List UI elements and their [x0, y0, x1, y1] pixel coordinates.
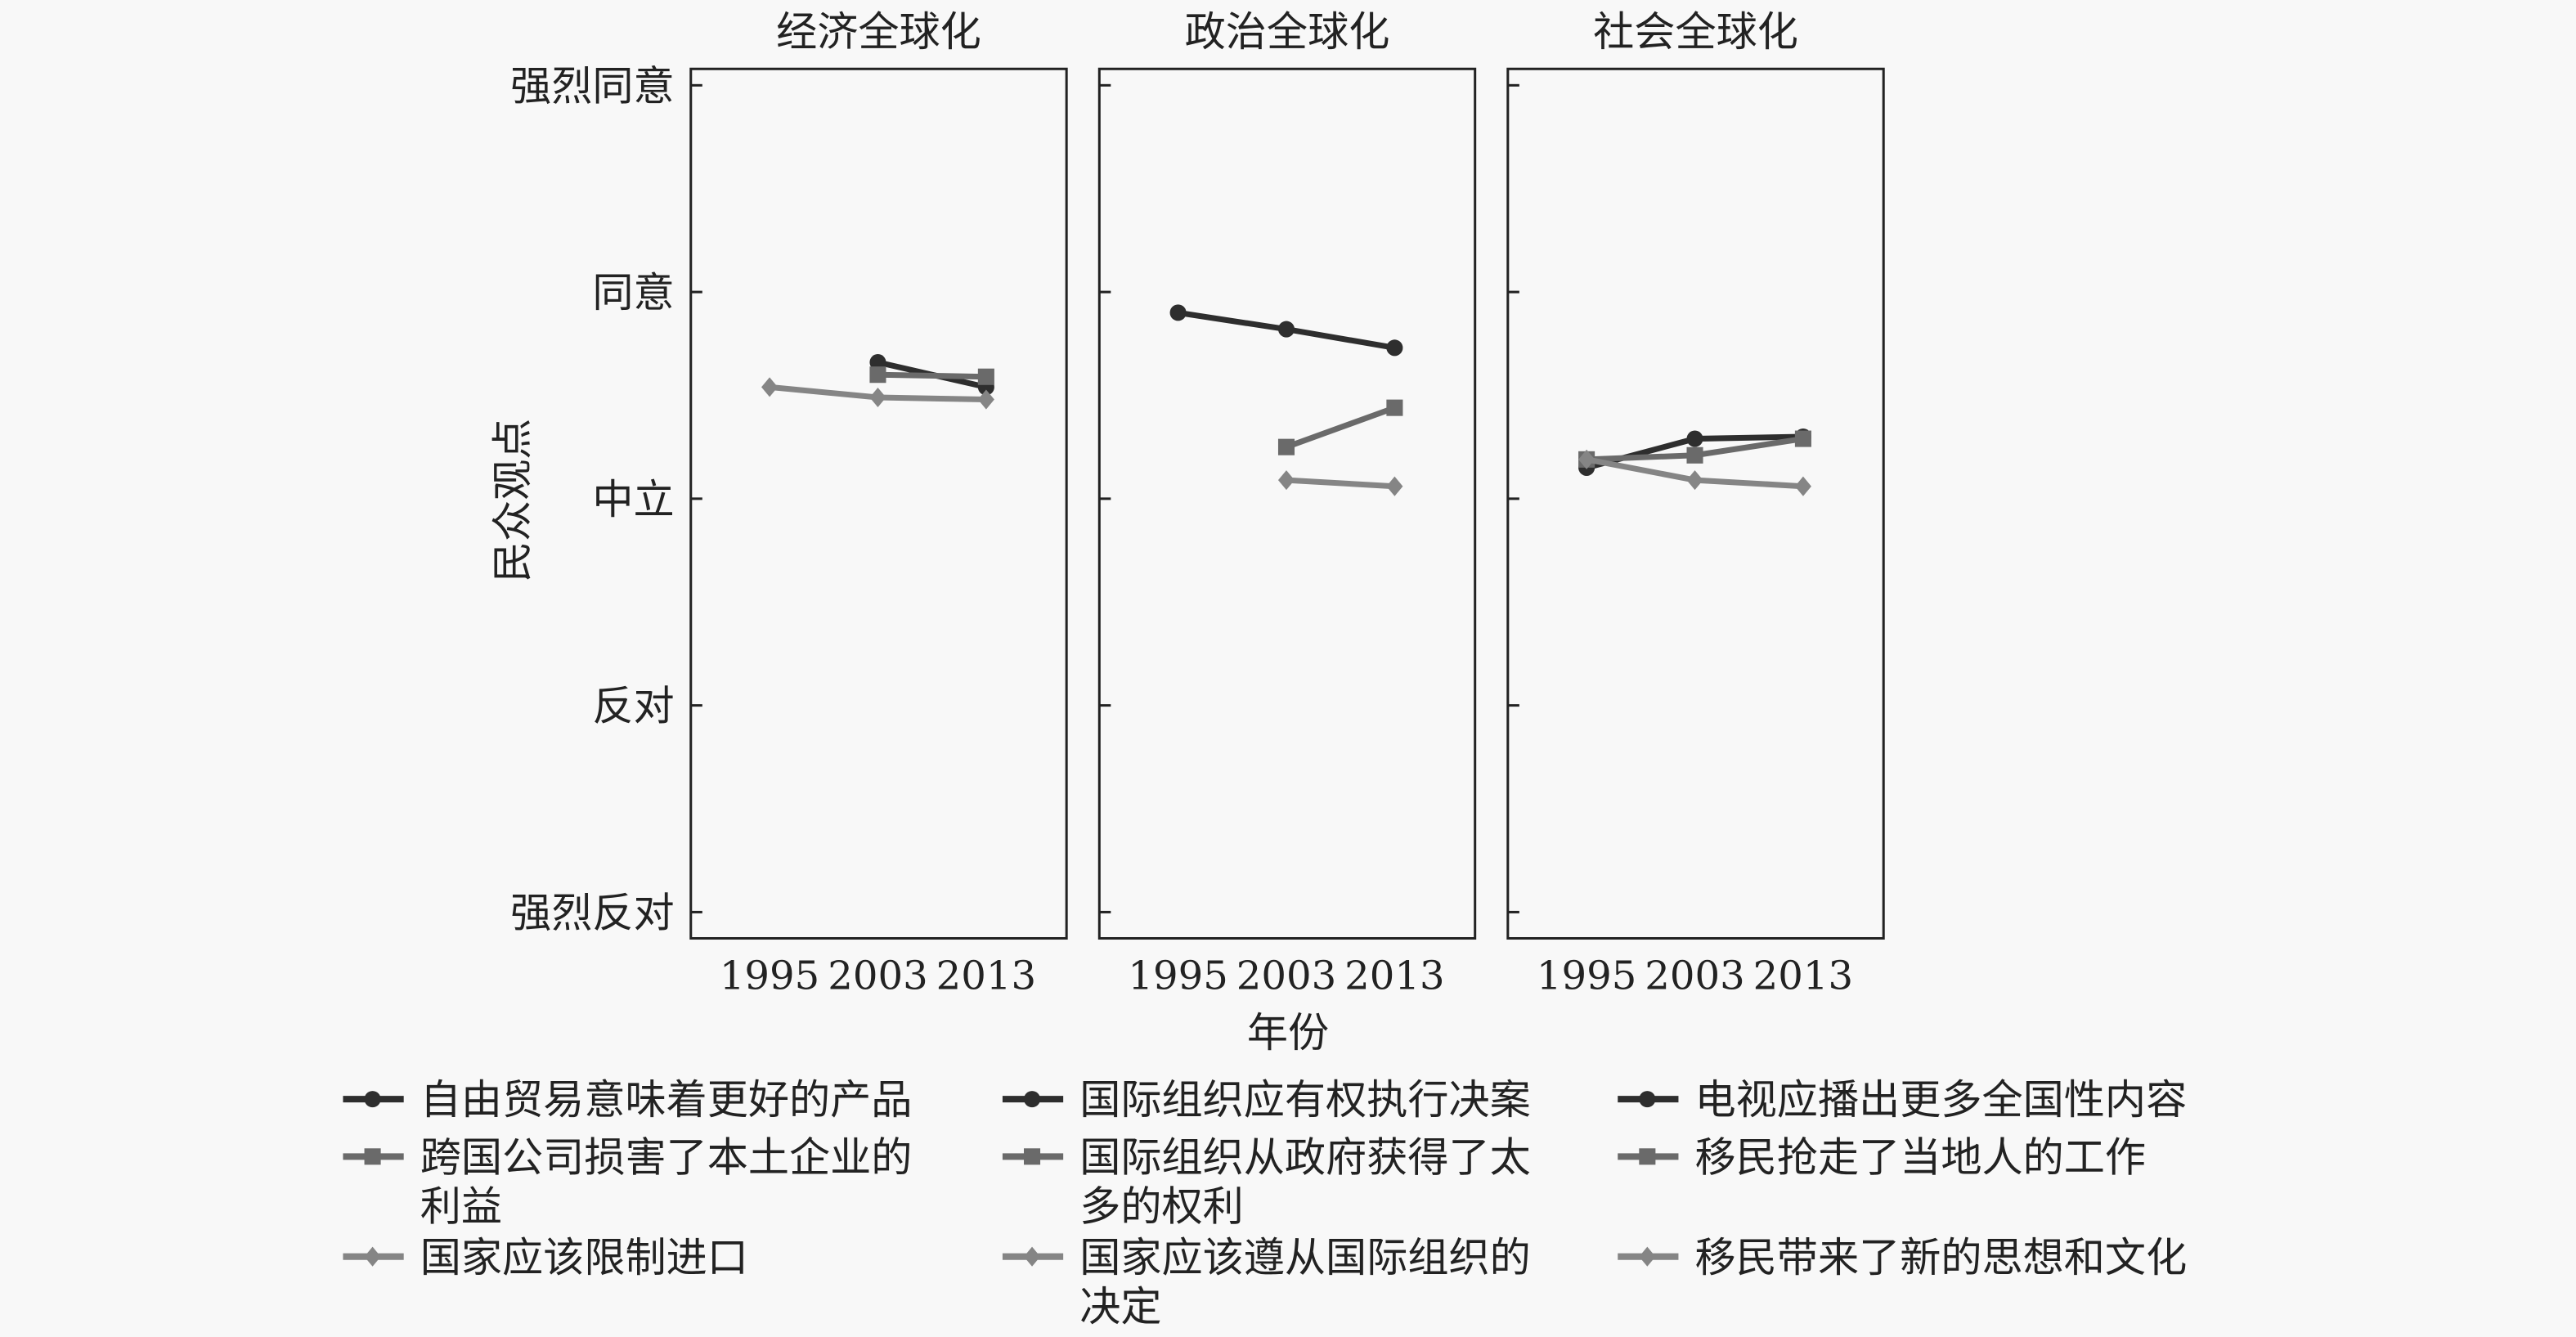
data-point	[1277, 438, 1295, 455]
legend-label: 移民抢走了当地人的工作	[1695, 1133, 2147, 1181]
legend-item: 自由贸易意味着更好的产品	[343, 1075, 912, 1124]
legend-label: 国际组织从政府获得了太	[1079, 1133, 1531, 1181]
x-tick-label: 2013	[936, 953, 1036, 999]
x-tick-label: 2003	[828, 953, 927, 999]
x-tick-label: 1995	[1128, 953, 1227, 999]
series	[869, 366, 994, 385]
data-point	[1169, 304, 1187, 321]
legend: 自由贸易意味着更好的产品跨国公司损害了本土企业的利益国家应该限制进口国际组织应有…	[343, 1075, 2187, 1330]
y-tick-label: 同意	[592, 268, 674, 316]
series	[1277, 399, 1403, 455]
data-point	[1386, 476, 1403, 496]
legend-label: 跨国公司损害了本土企业的	[420, 1133, 913, 1181]
series-line	[1285, 405, 1396, 450]
legend-marker-icon	[1639, 1148, 1656, 1165]
panel-2: 政治全球化 1995 2003 2013	[1097, 7, 1477, 999]
legend-marker-icon	[364, 1246, 381, 1267]
x-tick-label: 2003	[1236, 953, 1336, 999]
data-point	[1686, 430, 1703, 447]
legend-label: 自由贸易意味着更好的产品	[420, 1075, 913, 1124]
data-point	[977, 389, 994, 410]
legend-label: 国际组织应有权执行决案	[1079, 1075, 1531, 1124]
series-line	[877, 371, 986, 380]
legend-item: 移民带来了新的思想和文化	[1618, 1233, 2187, 1281]
series-line	[1286, 477, 1395, 490]
legend-item: 移民抢走了当地人的工作	[1618, 1133, 2146, 1181]
legend-label: 决定	[1079, 1282, 1161, 1330]
data-point	[1386, 339, 1403, 357]
panel-3: 社会全球化 1995 2003 2013	[1506, 7, 1885, 999]
legend-label: 利益	[420, 1182, 502, 1231]
data-point	[1386, 399, 1403, 416]
panel-frame	[1097, 67, 1477, 940]
legend-label: 国家应该遵从国际组织的	[1079, 1233, 1531, 1281]
panel-title: 社会全球化	[1593, 7, 1798, 56]
y-axis-label: 民众观点	[488, 419, 536, 583]
legend-marker-icon	[364, 1148, 381, 1165]
legend-marker-icon	[1024, 1148, 1041, 1165]
legend-label: 电视应播出更多全国性内容	[1695, 1075, 2188, 1124]
y-tick-label: 强烈同意	[510, 61, 675, 110]
legend-marker-icon	[1639, 1246, 1656, 1267]
data-point	[869, 387, 886, 408]
series	[1169, 304, 1403, 357]
y-tick-label: 中立	[592, 475, 674, 523]
x-tick-label: 2013	[1753, 953, 1853, 999]
data-point	[1578, 449, 1595, 469]
data-point	[1794, 430, 1811, 447]
legend-marker-icon	[1024, 1246, 1041, 1267]
data-point	[1277, 321, 1295, 338]
data-point	[977, 368, 994, 385]
panel-frame	[689, 67, 1068, 940]
data-point	[1794, 476, 1811, 496]
x-tick-label: 2013	[1344, 953, 1444, 999]
legend-marker-icon	[364, 1091, 381, 1108]
legend-item: 国际组织应有权执行决案	[1002, 1075, 1531, 1124]
legend-marker-icon	[1639, 1091, 1656, 1108]
y-tick-label: 强烈反对	[510, 888, 675, 936]
data-point	[1686, 446, 1703, 464]
x-tick-label: 1995	[720, 953, 819, 999]
x-tick-label: 2003	[1645, 953, 1744, 999]
legend-label: 多的权利	[1079, 1182, 1244, 1231]
panel-title: 经济全球化	[776, 7, 981, 56]
legend-item: 电视应播出更多全国性内容	[1618, 1075, 2187, 1124]
legend-item: 国家应该限制进口	[343, 1233, 748, 1281]
legend-marker-icon	[1024, 1091, 1041, 1108]
data-point	[869, 366, 886, 384]
legend-label: 移民带来了新的思想和文化	[1695, 1233, 2188, 1281]
x-tick-label: 1995	[1537, 953, 1636, 999]
panel-frame	[1506, 67, 1885, 940]
y-tick-label: 反对	[592, 682, 674, 730]
panel-title: 政治全球化	[1185, 7, 1390, 56]
x-axis-label: 年份	[1247, 1008, 1329, 1057]
data-point	[869, 354, 886, 371]
legend-label: 国家应该限制进口	[420, 1233, 748, 1281]
